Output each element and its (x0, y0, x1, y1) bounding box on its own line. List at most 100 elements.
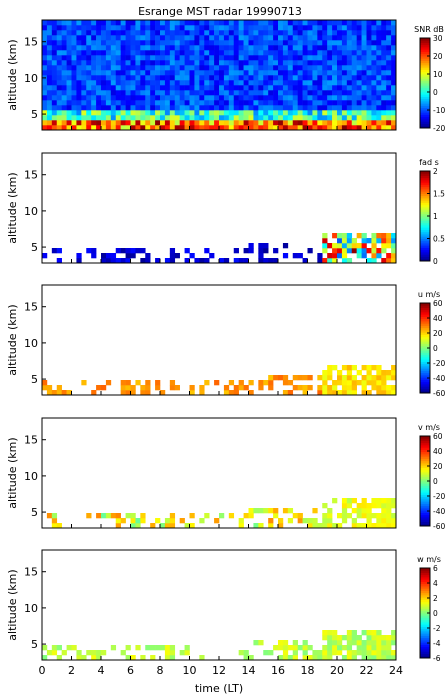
heatmap-cell (105, 25, 112, 31)
heatmap-cell (169, 85, 176, 91)
heatmap-cell (56, 75, 62, 81)
heatmap-cell (258, 95, 264, 101)
heatmap-cell (61, 90, 67, 96)
heatmap-cell (282, 45, 289, 51)
x-tick-label: 18 (301, 664, 315, 677)
heatmap-cell (46, 390, 53, 396)
heatmap-cell (125, 380, 131, 386)
heatmap-cell (155, 70, 161, 76)
heatmap-cell (164, 35, 171, 41)
heatmap-cell (179, 80, 185, 86)
heatmap-cell (228, 90, 235, 96)
heatmap-cell (238, 50, 244, 56)
heatmap-cell (346, 115, 353, 121)
heatmap-cell (302, 95, 308, 101)
heatmap-cell (66, 40, 72, 46)
heatmap-cell (341, 513, 348, 519)
colorbar-tick-label: 60 (433, 432, 443, 441)
heatmap-cell (164, 45, 171, 51)
heatmap-cell (155, 55, 161, 61)
colorbar-segment (420, 321, 430, 324)
heatmap-cell (204, 60, 210, 66)
heatmap-cell (56, 80, 62, 86)
heatmap-cell (61, 100, 67, 106)
heatmap-cell (199, 40, 205, 46)
colorbar-label: SNR dB (414, 25, 444, 34)
heatmap-cell (238, 35, 244, 41)
heatmap-cell (164, 80, 171, 86)
heatmap-cell (243, 110, 249, 116)
heatmap-cell (376, 630, 382, 636)
colorbar-segment (420, 238, 430, 242)
heatmap-cell (86, 95, 92, 101)
heatmap-cell (223, 70, 230, 76)
heatmap-cell (297, 645, 303, 651)
heatmap-cell (223, 45, 230, 51)
heatmap-cell (223, 120, 230, 126)
heatmap-cell (51, 55, 58, 61)
heatmap-cell (327, 40, 333, 46)
heatmap-cell (297, 40, 303, 46)
heatmap-cell (101, 25, 107, 31)
heatmap-cell (248, 65, 254, 71)
heatmap-cell (268, 80, 274, 86)
heatmap-cell (327, 365, 333, 371)
heatmap-cell (66, 45, 72, 51)
heatmap-cell (96, 65, 102, 71)
heatmap-cell (86, 248, 92, 254)
heatmap-cell (204, 95, 210, 101)
colorbar-segment (420, 496, 430, 500)
heatmap-cell (356, 35, 362, 41)
heatmap-cell (228, 55, 235, 61)
heatmap-cell (297, 35, 303, 41)
heatmap-cell (346, 65, 353, 71)
heatmap-cell (337, 243, 343, 249)
figure-title: Esrange MST radar 19990713 (138, 5, 302, 18)
heatmap-cell (366, 645, 372, 651)
heatmap-cell (381, 30, 387, 36)
heatmap-cell (386, 45, 392, 51)
x-tick-label: 10 (183, 664, 197, 677)
heatmap-cell (199, 35, 205, 41)
heatmap-cell (164, 650, 171, 656)
heatmap-cell (42, 60, 48, 66)
heatmap-cell (214, 110, 220, 116)
colorbar-segment (420, 377, 430, 380)
heatmap-cell (169, 55, 176, 61)
heatmap-cell (184, 70, 190, 76)
heatmap-cell (150, 40, 156, 46)
heatmap-cell (155, 120, 161, 126)
colorbar-segment (420, 56, 430, 59)
heatmap-cell (135, 115, 141, 121)
heatmap-cell (110, 30, 117, 36)
heatmap-cell (386, 105, 392, 111)
colorbar-frame (419, 37, 431, 129)
y-tick-label: 10 (24, 337, 38, 350)
colorbar-segment (420, 512, 430, 516)
heatmap-cell (223, 115, 230, 121)
heatmap-cell (140, 115, 146, 121)
heatmap-cell (278, 20, 284, 26)
heatmap-cell (174, 100, 180, 106)
heatmap-cell (130, 80, 136, 86)
colorbar-segment (420, 642, 430, 645)
heatmap-cell (219, 50, 225, 56)
heatmap-cell (51, 70, 58, 76)
heatmap-cell (155, 385, 161, 391)
heatmap-cell (376, 20, 382, 26)
heatmap-cell (366, 95, 372, 101)
heatmap-cell (115, 50, 121, 56)
heatmap-cell (337, 60, 343, 66)
heatmap-cell (297, 120, 303, 126)
heatmap-cell (96, 45, 102, 51)
y-axis-label: altitude (km) (6, 39, 19, 110)
heatmap-cell (51, 20, 58, 26)
colorbar-segment (420, 449, 430, 453)
heatmap-cell (130, 35, 136, 41)
heatmap-cell (278, 80, 284, 86)
heatmap-cell (297, 95, 303, 101)
heatmap-cell (105, 65, 112, 71)
heatmap-cell (317, 105, 323, 111)
heatmap-cell (307, 110, 313, 116)
heatmap-cell (248, 90, 254, 96)
